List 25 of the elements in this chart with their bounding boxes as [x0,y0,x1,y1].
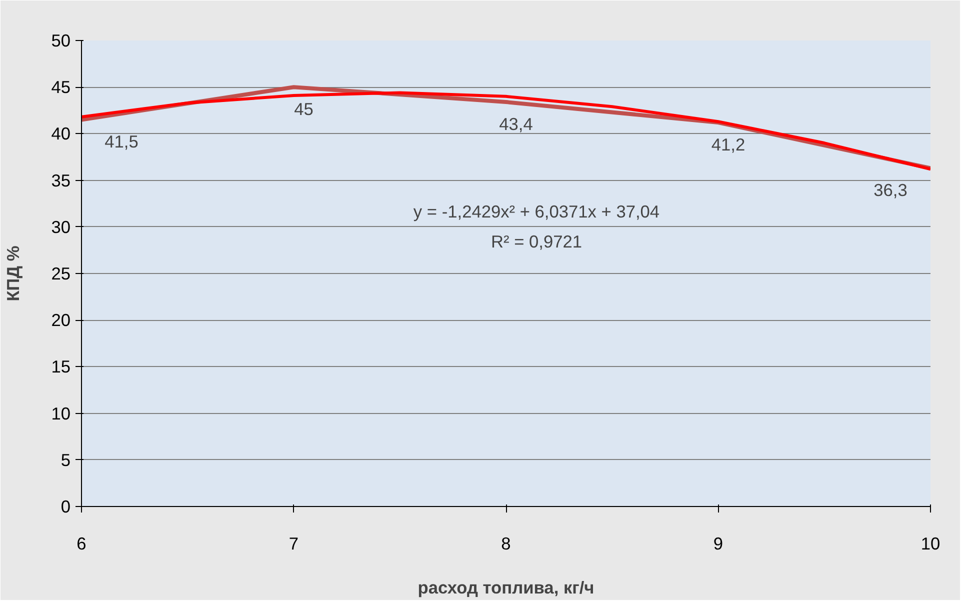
y-tick-label: 25 [51,264,71,284]
y-tick-label: 35 [51,170,71,190]
data-label: 41,5 [104,132,138,152]
y-tick-label: 45 [51,77,71,98]
y-tick-label: 20 [51,310,71,330]
x-tick-label: 7 [288,534,299,554]
y-tick-label: 10 [51,403,71,424]
annotation: R² = 0,9721 [490,232,582,252]
data-label: 36,3 [874,180,908,200]
y-tick-label: 0 [60,496,71,516]
x-tick-label: 8 [501,534,511,554]
data-label: 43,4 [499,114,534,134]
x-tick-label: 10 [920,534,940,554]
y-tick-label: 5 [60,450,71,470]
x-tick-label: 6 [76,534,86,554]
x-axis-title: расход топлива, кг/ч [418,578,594,598]
y-tick-label: 15 [51,356,71,377]
y-tick-label: 50 [51,30,71,50]
annotation: y = -1,2429x² + 6,0371x + 37,04 [413,202,660,222]
y-tick-label: 40 [51,124,71,144]
x-tick-label: 9 [713,534,724,554]
data-label: 45 [294,99,314,120]
data-label: 41,2 [711,134,746,155]
y-tick-label: 30 [51,216,71,237]
y-axis-title: КПД % [3,246,24,302]
